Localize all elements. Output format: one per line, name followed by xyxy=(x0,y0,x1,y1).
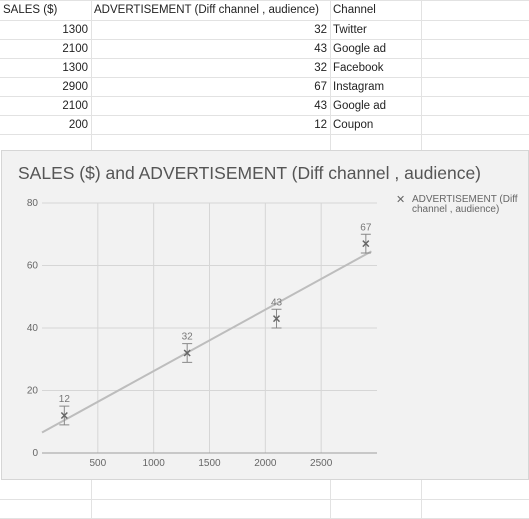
chart-title: SALES ($) and ADVERTISEMENT (Diff channe… xyxy=(18,163,481,183)
channel-cell[interactable]: Coupon xyxy=(333,119,374,131)
sales-cell[interactable]: 200 xyxy=(68,119,88,131)
data-point xyxy=(60,411,68,420)
y-tick-label: 80 xyxy=(27,198,39,209)
channel-cell[interactable]: Twitter xyxy=(333,24,367,36)
channel-cell[interactable]: Google ad xyxy=(333,100,387,112)
trendline xyxy=(41,250,372,434)
sales-cell[interactable]: 1300 xyxy=(62,24,88,36)
x-tick-label: 2000 xyxy=(254,458,277,469)
data-label: 67 xyxy=(360,222,372,233)
data-point xyxy=(272,315,281,323)
data-point xyxy=(362,240,370,248)
data-label: 12 xyxy=(59,394,71,405)
x-tick-label: 1000 xyxy=(143,458,166,469)
y-tick-label: 20 xyxy=(27,386,39,397)
sales-cell[interactable]: 2900 xyxy=(62,81,88,93)
advertisement-cell[interactable]: 32 xyxy=(314,24,327,36)
scatter-plot: 500 1000 1500 2000 2500 0 20 40 60 80 12 32 43 67 xyxy=(27,198,377,469)
header-channel[interactable]: Channel xyxy=(333,4,376,16)
x-tick-label: 1500 xyxy=(198,458,221,469)
header-advertisement[interactable]: ADVERTISEMENT (Diff channel , audience) xyxy=(94,4,319,16)
data-point xyxy=(183,349,191,357)
legend-marker-icon: ✕ xyxy=(396,194,406,206)
channel-cell[interactable]: Google ad xyxy=(333,43,387,55)
advertisement-cell[interactable]: 43 xyxy=(314,100,327,112)
x-tick-label: 500 xyxy=(89,458,106,469)
channel-cell[interactable]: Facebook xyxy=(333,62,384,74)
advertisement-cell[interactable]: 67 xyxy=(314,81,327,93)
sales-cell[interactable]: 2100 xyxy=(62,43,88,55)
y-tick-label: 60 xyxy=(27,261,39,272)
data-label: 32 xyxy=(182,332,194,343)
data-label: 43 xyxy=(271,297,283,308)
advertisement-cell[interactable]: 32 xyxy=(314,62,327,74)
sales-cell[interactable]: 1300 xyxy=(62,62,88,74)
embedded-chart[interactable]: SALES ($) and ADVERTISEMENT (Diff channe… xyxy=(1,150,529,480)
x-tick-label: 2500 xyxy=(310,458,333,469)
legend-label: ADVERTISEMENT (Diff channel , audience) xyxy=(412,194,518,215)
y-tick-label: 40 xyxy=(27,323,39,334)
channel-cell[interactable]: Instagram xyxy=(333,81,385,93)
header-sales[interactable]: SALES ($) xyxy=(3,4,58,16)
y-tick-label: 0 xyxy=(32,448,38,459)
advertisement-cell[interactable]: 12 xyxy=(314,119,327,131)
sales-cell[interactable]: 2100 xyxy=(62,100,88,112)
advertisement-cell[interactable]: 43 xyxy=(314,43,327,55)
